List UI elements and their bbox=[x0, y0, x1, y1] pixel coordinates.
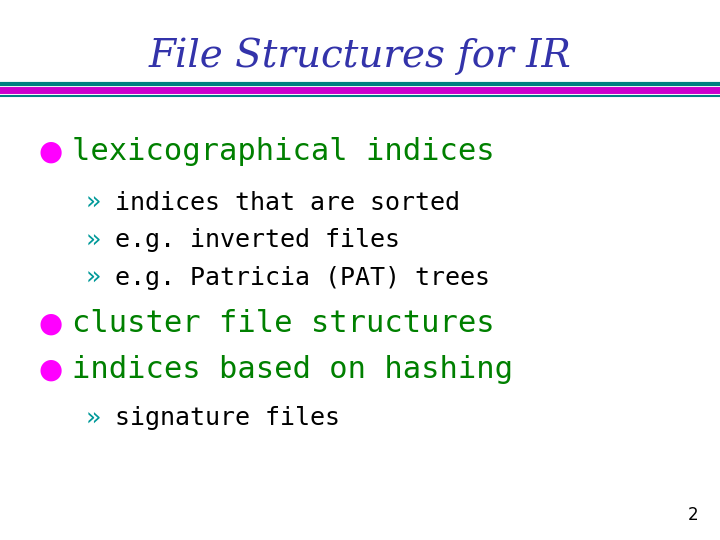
Text: signature files: signature files bbox=[115, 407, 340, 430]
Text: lexicographical indices: lexicographical indices bbox=[72, 137, 495, 166]
Text: »: » bbox=[86, 228, 101, 252]
Text: indices based on hashing: indices based on hashing bbox=[72, 355, 513, 384]
Text: ●: ● bbox=[38, 356, 63, 384]
Text: e.g. inverted files: e.g. inverted files bbox=[115, 228, 400, 252]
Text: »: » bbox=[86, 266, 101, 290]
Text: ●: ● bbox=[38, 137, 63, 165]
Text: »: » bbox=[86, 191, 101, 214]
Text: »: » bbox=[86, 407, 101, 430]
Text: e.g. Patricia (PAT) trees: e.g. Patricia (PAT) trees bbox=[115, 266, 490, 290]
Text: 2: 2 bbox=[688, 506, 698, 524]
Text: ●: ● bbox=[38, 310, 63, 338]
Text: cluster file structures: cluster file structures bbox=[72, 309, 495, 339]
Text: File Structures for IR: File Structures for IR bbox=[148, 38, 572, 76]
Text: indices that are sorted: indices that are sorted bbox=[115, 191, 460, 214]
